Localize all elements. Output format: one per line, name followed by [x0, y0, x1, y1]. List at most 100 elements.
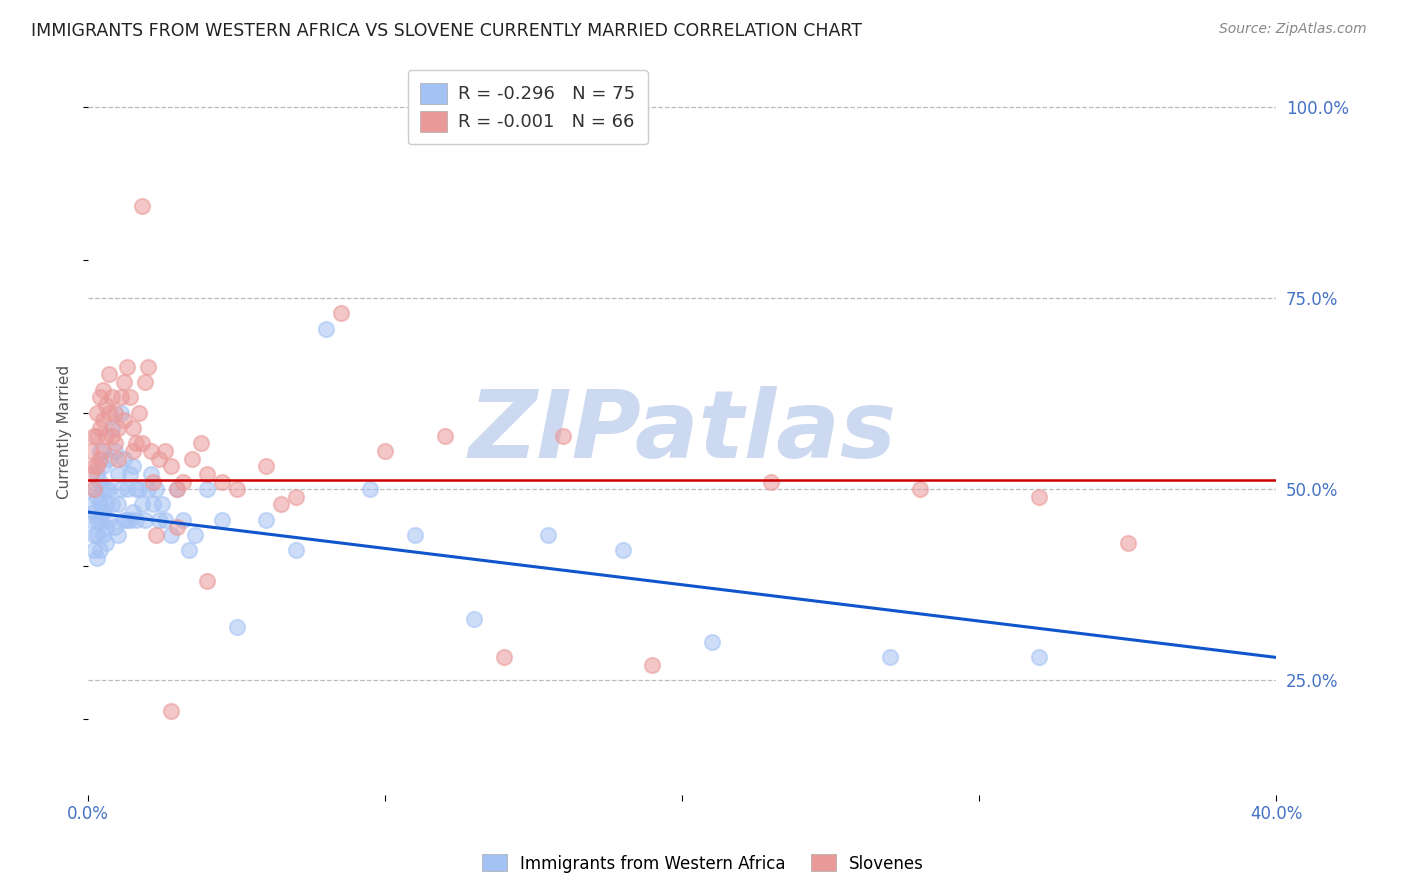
Point — [89, 421, 111, 435]
Point — [433, 428, 456, 442]
Point — [121, 444, 143, 458]
Point — [83, 482, 105, 496]
Point — [131, 199, 153, 213]
Point — [104, 406, 127, 420]
Point — [160, 704, 183, 718]
Point — [115, 482, 138, 496]
Point — [80, 513, 103, 527]
Point — [225, 620, 247, 634]
Point — [115, 513, 138, 527]
Point — [145, 482, 167, 496]
Point — [83, 428, 105, 442]
Point — [107, 498, 129, 512]
Point — [160, 528, 183, 542]
Point — [118, 390, 141, 404]
Y-axis label: Currently Married: Currently Married — [58, 365, 72, 499]
Point — [166, 520, 188, 534]
Legend: Immigrants from Western Africa, Slovenes: Immigrants from Western Africa, Slovenes — [475, 847, 931, 880]
Point — [110, 482, 132, 496]
Point — [94, 520, 117, 534]
Point — [172, 513, 194, 527]
Point — [553, 428, 575, 442]
Point — [97, 513, 120, 527]
Point — [101, 428, 124, 442]
Point — [97, 482, 120, 496]
Point — [184, 528, 207, 542]
Point — [160, 459, 183, 474]
Text: IMMIGRANTS FROM WESTERN AFRICA VS SLOVENE CURRENTLY MARRIED CORRELATION CHART: IMMIGRANTS FROM WESTERN AFRICA VS SLOVEN… — [31, 22, 862, 40]
Point — [94, 498, 117, 512]
Point — [195, 574, 218, 588]
Point — [97, 451, 120, 466]
Point — [128, 406, 150, 420]
Point — [641, 658, 664, 673]
Text: Source: ZipAtlas.com: Source: ZipAtlas.com — [1219, 22, 1367, 37]
Point — [195, 467, 218, 481]
Point — [121, 421, 143, 435]
Point — [155, 444, 177, 458]
Point — [404, 528, 426, 542]
Point — [107, 421, 129, 435]
Point — [315, 321, 337, 335]
Point — [86, 513, 108, 527]
Point — [270, 498, 292, 512]
Point — [89, 498, 111, 512]
Point — [86, 528, 108, 542]
Point — [131, 498, 153, 512]
Point — [94, 428, 117, 442]
Point — [121, 505, 143, 519]
Point — [166, 482, 188, 496]
Point — [612, 543, 634, 558]
Point — [86, 459, 108, 474]
Point — [139, 444, 162, 458]
Text: ZIPatlas: ZIPatlas — [468, 386, 896, 478]
Point — [761, 475, 783, 489]
Point — [94, 482, 117, 496]
Point — [181, 451, 204, 466]
Point — [89, 543, 111, 558]
Point — [359, 482, 381, 496]
Point — [118, 467, 141, 481]
Point — [80, 444, 103, 458]
Point — [86, 551, 108, 566]
Point — [128, 482, 150, 496]
Point — [91, 413, 114, 427]
Point — [211, 475, 233, 489]
Point — [91, 459, 114, 474]
Point — [83, 543, 105, 558]
Point — [254, 513, 277, 527]
Point — [91, 383, 114, 397]
Point — [101, 498, 124, 512]
Point — [136, 359, 159, 374]
Legend: R = -0.296   N = 75, R = -0.001   N = 66: R = -0.296 N = 75, R = -0.001 N = 66 — [408, 70, 648, 145]
Point — [104, 444, 127, 458]
Point — [1028, 490, 1050, 504]
Point — [1028, 650, 1050, 665]
Point — [152, 498, 174, 512]
Point — [112, 375, 135, 389]
Point — [329, 306, 352, 320]
Point — [492, 650, 515, 665]
Point — [97, 406, 120, 420]
Point — [285, 543, 308, 558]
Point — [104, 520, 127, 534]
Point — [166, 482, 188, 496]
Point — [285, 490, 308, 504]
Point — [107, 467, 129, 481]
Point — [89, 390, 111, 404]
Point — [89, 451, 111, 466]
Point — [91, 444, 114, 458]
Point — [145, 528, 167, 542]
Point — [134, 375, 156, 389]
Point — [374, 444, 396, 458]
Point — [124, 436, 146, 450]
Point — [107, 528, 129, 542]
Point — [97, 368, 120, 382]
Point — [110, 390, 132, 404]
Point — [86, 428, 108, 442]
Point — [155, 513, 177, 527]
Point — [225, 482, 247, 496]
Point — [131, 436, 153, 450]
Point — [172, 475, 194, 489]
Point — [124, 482, 146, 496]
